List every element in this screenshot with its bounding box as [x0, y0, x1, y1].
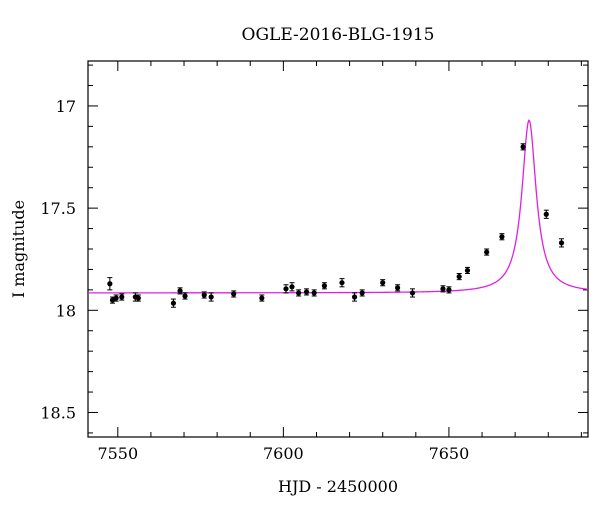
point-marker	[177, 288, 183, 294]
data-point	[113, 294, 119, 302]
point-marker	[464, 267, 471, 274]
data-point	[464, 266, 471, 275]
y-tick-label: 17.5	[40, 199, 76, 218]
point-marker	[208, 294, 214, 300]
data-point	[339, 278, 345, 288]
point-marker	[499, 234, 505, 240]
data-point	[520, 143, 526, 151]
point-marker	[351, 294, 358, 300]
data-point	[303, 288, 310, 296]
y-tick-labels: 17 17.5 18 18.5	[40, 97, 76, 423]
point-marker	[558, 240, 565, 246]
data-point	[259, 294, 265, 302]
data-point	[311, 289, 317, 297]
data-point	[289, 282, 295, 292]
point-marker	[283, 286, 289, 292]
point-marker	[182, 293, 188, 299]
data-point	[170, 298, 177, 308]
x-tick-label: 7550	[97, 444, 138, 463]
point-marker	[359, 290, 365, 296]
point-marker	[107, 281, 113, 287]
data-point	[201, 291, 207, 299]
point-marker	[380, 280, 386, 286]
data-point	[409, 288, 416, 298]
x-tick-labels: 7550 7600 7650	[97, 444, 469, 463]
point-marker	[113, 295, 119, 301]
point-marker	[520, 144, 526, 150]
y-tick-label: 17	[56, 97, 76, 116]
data-point	[231, 290, 237, 298]
point-marker	[395, 285, 401, 291]
data-point	[177, 287, 183, 295]
data-point	[359, 289, 365, 297]
point-marker	[303, 289, 310, 295]
data-point	[446, 286, 452, 294]
point-marker	[446, 287, 452, 293]
y-tick-label: 18	[56, 301, 76, 320]
data-point	[558, 238, 565, 248]
point-marker	[440, 286, 446, 292]
x-tick-label: 7650	[429, 444, 470, 463]
point-marker	[119, 294, 125, 300]
point-marker	[456, 273, 462, 280]
point-marker	[484, 249, 490, 255]
axis-ticks	[88, 61, 588, 437]
x-axis-label: HJD - 2450000	[278, 477, 398, 496]
point-marker	[543, 211, 549, 217]
data-point	[283, 284, 289, 294]
data-point	[321, 282, 328, 290]
model-curve	[88, 119, 589, 294]
point-marker	[289, 284, 295, 290]
data-point	[499, 233, 505, 241]
point-marker	[339, 280, 345, 286]
data-point	[351, 292, 358, 302]
data-point	[484, 248, 490, 256]
data-point	[107, 277, 113, 291]
point-marker	[311, 290, 317, 296]
data-point	[119, 293, 125, 301]
plot-frame	[87, 60, 589, 438]
point-marker	[409, 290, 416, 296]
chart-title: OGLE-2016-BLG-1915	[242, 25, 435, 45]
data-point	[440, 285, 446, 293]
data-point	[135, 294, 141, 302]
point-marker	[259, 295, 265, 301]
data-point	[395, 284, 401, 292]
point-marker	[231, 291, 237, 297]
data-point	[543, 209, 549, 219]
y-axis-label: I magnitude	[9, 200, 28, 298]
point-marker	[201, 292, 207, 298]
data-point	[380, 279, 386, 287]
y-tick-label: 18.5	[40, 403, 76, 422]
data-point	[456, 273, 462, 281]
data-point	[182, 292, 188, 300]
data-point	[295, 289, 302, 297]
point-marker	[321, 283, 328, 289]
point-marker	[295, 290, 302, 296]
point-marker	[170, 300, 177, 306]
data-point	[208, 292, 214, 302]
x-tick-label: 7600	[263, 444, 304, 463]
point-marker	[135, 295, 141, 301]
data-points	[107, 143, 565, 308]
